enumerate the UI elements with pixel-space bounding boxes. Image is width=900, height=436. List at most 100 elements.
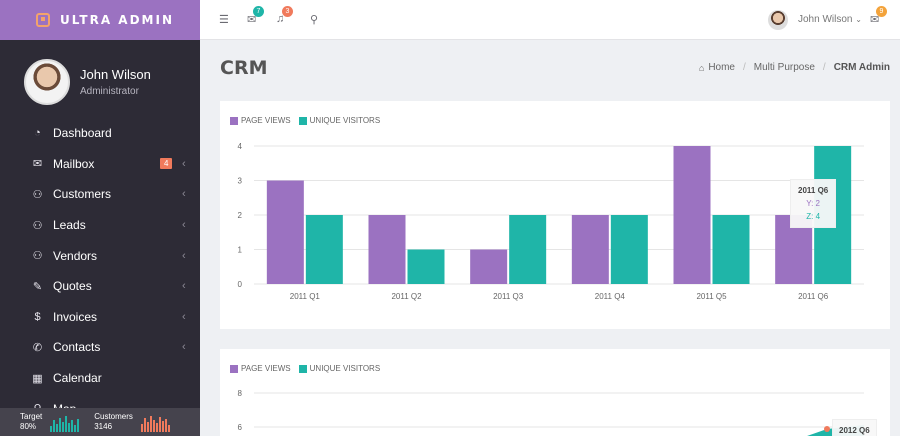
dollar-icon: $ — [34, 310, 41, 323]
notifications-button[interactable]: ♫ 3 — [276, 6, 293, 25]
x-tick-label: 2011 Q5 — [696, 292, 727, 301]
sparkline-bar — [77, 419, 80, 432]
chat-button[interactable]: ✉ 9 — [870, 6, 887, 26]
notification-count-badge: 3 — [282, 6, 293, 17]
tooltip-y: Y: 2 — [806, 199, 821, 208]
x-tick-label: 2011 Q3 — [493, 292, 524, 301]
breadcrumb: ⌂ Home / Multi Purpose / CRM Admin — [699, 62, 890, 73]
sidebar-item-label: Calendar — [53, 371, 102, 386]
page-title: CRM — [220, 57, 268, 79]
target-sparkline — [50, 416, 80, 432]
user-name: John Wilson — [798, 14, 853, 25]
sidebar-item-mailbox[interactable]: ✉ Mailbox 4 ‹ — [0, 149, 200, 180]
chevron-left-icon: ‹ — [182, 249, 186, 262]
breadcrumb-home[interactable]: Home — [708, 62, 735, 73]
target-stat: Target 80% — [20, 412, 80, 432]
mail-button[interactable]: ✉ 7 — [247, 6, 264, 26]
chevron-left-icon: ‹ — [182, 341, 186, 354]
sparkline-bar — [146, 422, 149, 432]
y-tick-label: 2 — [238, 211, 243, 220]
logo-icon — [36, 13, 50, 27]
legend-page-views: PAGE VIEWS — [241, 364, 291, 373]
user-profile: John Wilson Administrator — [0, 50, 200, 114]
sidebar-item-invoices[interactable]: $ Invoices ‹ — [0, 302, 200, 333]
sparkline-bar — [65, 416, 68, 432]
sparkline-bar — [164, 419, 167, 432]
envelope-icon: ✉ — [247, 14, 257, 26]
chevron-left-icon: ‹ — [182, 310, 186, 323]
sidebar-item-vendors[interactable]: ⚇ Vendors ‹ — [0, 240, 200, 271]
sidebar-item-label: Contacts — [53, 340, 101, 355]
sparkline-bar — [53, 420, 56, 432]
brand-name: ULTRA ADMIN — [60, 13, 174, 27]
profile-role: Administrator — [80, 86, 139, 97]
sidebar-item-dashboard[interactable]: ◔ Dashboard — [0, 118, 200, 149]
count-badge: 4 — [160, 157, 173, 169]
sparkline-bar — [59, 418, 62, 432]
customers-sparkline — [140, 416, 171, 432]
chat-icon: ✉ — [870, 14, 880, 26]
user-avatar[interactable] — [768, 10, 788, 30]
sparkline-bar — [161, 421, 164, 432]
target-value: 80% — [20, 422, 37, 431]
envelope-icon: ✉ — [32, 158, 43, 171]
sparkline-bar — [140, 424, 143, 432]
tooltip-z: Z: 4 — [806, 212, 821, 221]
target-label: Target — [20, 412, 43, 421]
users-icon: ⚇ — [32, 250, 43, 263]
chart-legend: PAGE VIEWS UNIQUE VISITORS — [230, 116, 388, 125]
bar-unique-visitors — [712, 215, 750, 284]
sparkline-bar — [56, 424, 59, 432]
chart-legend: PAGE VIEWS UNIQUE VISITORS — [230, 364, 388, 373]
sidebar-item-label: Dashboard — [53, 126, 112, 141]
brand-bar[interactable]: ULTRA ADMIN — [0, 0, 200, 40]
sidebar-item-quotes[interactable]: ✎ Quotes ‹ — [0, 271, 200, 302]
breadcrumb-multi-purpose[interactable]: Multi Purpose — [753, 62, 815, 73]
sparkline-bar — [71, 420, 74, 432]
sidebar-item-label: Invoices — [53, 309, 98, 324]
user-menu[interactable]: John Wilson ⌄ — [798, 14, 862, 25]
menu-icon[interactable]: ☰ — [219, 14, 229, 26]
sparkline-bar — [62, 422, 65, 432]
calendar-icon: ▦ — [32, 372, 43, 385]
bar-page-views — [673, 146, 711, 284]
sparkline-bar — [68, 423, 71, 432]
breadcrumb-separator: / — [743, 62, 746, 73]
sparkline-bar — [155, 423, 158, 432]
breadcrumb-separator: / — [822, 62, 826, 73]
edit-icon: ✎ — [32, 280, 43, 293]
bar-unique-visitors — [509, 215, 547, 284]
sidebar-item-leads[interactable]: ⚇ Leads ‹ — [0, 210, 200, 241]
sidebar-item-customers[interactable]: ⚇ Customers ‹ — [0, 179, 200, 210]
breadcrumb-current: CRM Admin — [833, 62, 890, 73]
x-tick-label: 2011 Q2 — [391, 292, 422, 301]
chevron-down-icon: ⌄ — [855, 15, 862, 24]
chevron-left-icon: ‹ — [182, 280, 186, 293]
phone-icon: ✆ — [32, 341, 43, 354]
area-chart[interactable]: 86 — [220, 349, 890, 436]
x-tick-label: 2011 Q1 — [290, 292, 321, 301]
chart-tooltip: 2012 Q6 — [832, 419, 877, 436]
bell-icon: ♫ — [276, 13, 285, 25]
customers-value: 3146 — [94, 422, 113, 431]
sidebar-item-calendar[interactable]: ▦ Calendar — [0, 363, 200, 394]
sidebar-footer: Target 80% Customers 3146 — [0, 408, 200, 436]
legend-unique-visitors: UNIQUE VISITORS — [309, 116, 381, 125]
y-tick-label: 6 — [238, 423, 243, 432]
bar-unique-visitors — [407, 249, 445, 284]
sparkline-bar — [158, 417, 161, 432]
chevron-left-icon: ‹ — [182, 157, 186, 170]
bar-page-views — [571, 215, 609, 284]
users-icon: ⚇ — [32, 219, 43, 232]
y-tick-label: 3 — [238, 177, 243, 186]
sidebar-item-label: Leads — [53, 218, 86, 233]
bar-chart[interactable]: 0 1 2 3 4 2011 Q1 2011 Q2 2011 Q3 2011 Q4 2011 Q5… — [220, 101, 890, 329]
customers-label: Customers — [94, 412, 133, 421]
bar-page-views — [266, 180, 304, 284]
search-icon[interactable]: ⚲ — [310, 14, 319, 26]
x-tick-label: 2011 Q4 — [595, 292, 626, 301]
sidebar-item-contacts[interactable]: ✆ Contacts ‹ — [0, 332, 200, 363]
y-tick-label: 8 — [238, 389, 243, 398]
chart-tooltip: 2011 Q6 Y: 2 Z: 4 — [790, 179, 837, 228]
